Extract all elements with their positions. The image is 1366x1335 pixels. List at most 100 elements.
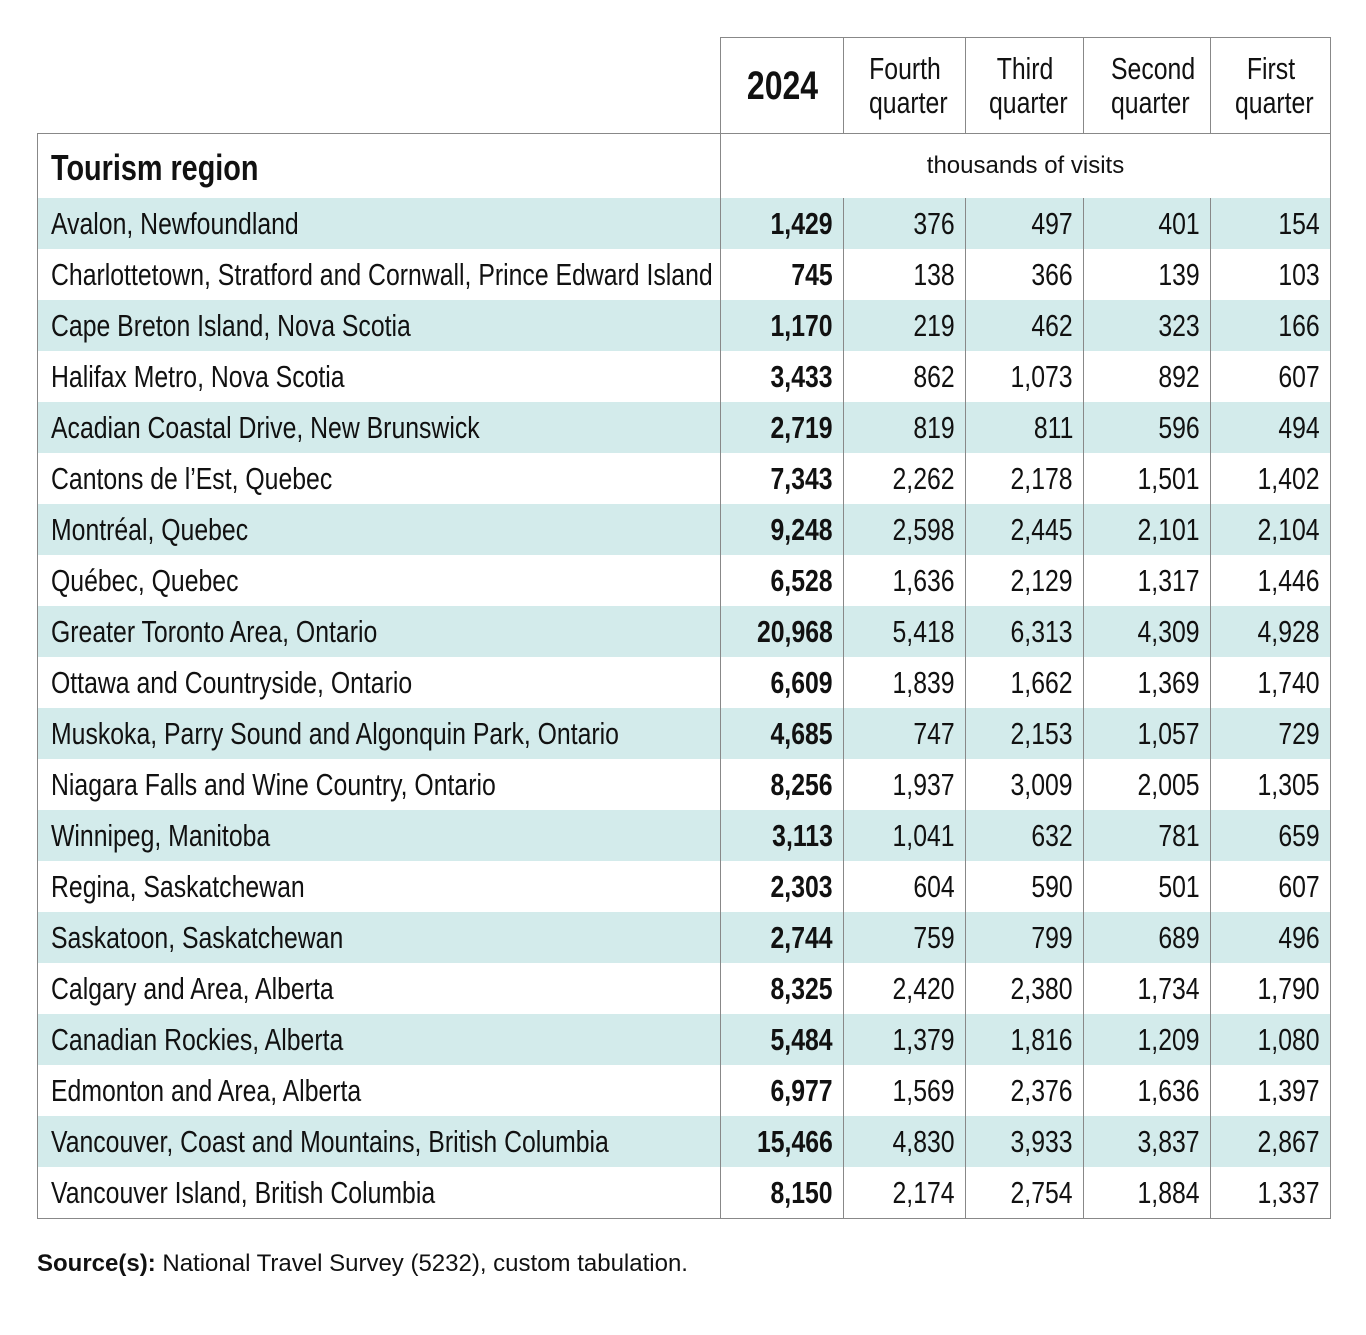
annual-total: 6,977: [720, 1065, 844, 1116]
quarter-value: 4,309: [1083, 606, 1211, 657]
quarter-value: 1,446: [1210, 555, 1331, 606]
quarter-value: 607: [1210, 351, 1331, 402]
region-name: Calgary and Area, Alberta: [37, 963, 721, 1014]
annual-total: 6,609: [720, 657, 844, 708]
region-name: Niagara Falls and Wine Country, Ontario: [37, 759, 721, 810]
region-name: Muskoka, Parry Sound and Algonquin Park,…: [37, 708, 721, 759]
quarter-value: 1,839: [843, 657, 966, 708]
quarter-value: 497: [965, 198, 1084, 249]
quarter-value: 2,129: [965, 555, 1084, 606]
quarter-value: 659: [1210, 810, 1331, 861]
quarter-value: 1,636: [1083, 1065, 1211, 1116]
source-note: Source(s): National Travel Survey (5232)…: [37, 1250, 688, 1278]
quarter-value: 103: [1210, 249, 1331, 300]
quarter-value: 1,501: [1083, 453, 1211, 504]
annual-total: 20,968: [720, 606, 844, 657]
quarter-value: 323: [1083, 300, 1211, 351]
region-name: Montréal, Quebec: [37, 504, 721, 555]
quarter-value: 604: [843, 861, 966, 912]
quarter-value: 2,101: [1083, 504, 1211, 555]
annual-total: 1,170: [720, 300, 844, 351]
column-header-row: 2024 Fourth quarter Third quarter Second…: [37, 37, 1331, 134]
annual-total: 3,433: [720, 351, 844, 402]
region-name: Edmonton and Area, Alberta: [37, 1065, 721, 1116]
region-name: Vancouver Island, British Columbia: [37, 1167, 721, 1219]
quarter-value: 1,305: [1210, 759, 1331, 810]
table-row: Vancouver Island, British Columbia 8,150 2…: [37, 1167, 1331, 1219]
quarter-value: 1,884: [1083, 1167, 1211, 1219]
region-name: Winnipeg, Manitoba: [37, 810, 721, 861]
table-row: Avalon, Newfoundland 1,429 376 497 401 154: [37, 198, 1331, 249]
tourism-visits-table: 2024 Fourth quarter Third quarter Second…: [37, 37, 1331, 1219]
annual-total: 1,429: [720, 198, 844, 249]
quarter-value: 1,740: [1210, 657, 1331, 708]
quarter-value: 2,445: [965, 504, 1084, 555]
quarter-value: 2,420: [843, 963, 966, 1014]
table-row: Acadian Coastal Drive, New Brunswick 2,71…: [37, 402, 1331, 453]
quarter-value: 496: [1210, 912, 1331, 963]
quarter-value: 759: [843, 912, 966, 963]
table-row: Edmonton and Area, Alberta 6,977 1,569 2,37…: [37, 1065, 1331, 1116]
quarter-value: 1,073: [965, 351, 1084, 402]
table-row: Calgary and Area, Alberta 8,325 2,420 2,380…: [37, 963, 1331, 1014]
table-row: Montréal, Quebec 9,248 2,598 2,445 2,101 2,10…: [37, 504, 1331, 555]
quarter-value: 632: [965, 810, 1084, 861]
quarter-value: 1,636: [843, 555, 966, 606]
region-name: Avalon, Newfoundland: [37, 198, 721, 249]
table-row: Ottawa and Countryside, Ontario 6,609 1,83…: [37, 657, 1331, 708]
quarter-value: 1,790: [1210, 963, 1331, 1014]
column-header-q2: Second quarter: [1083, 37, 1211, 134]
quarter-value: 747: [843, 708, 966, 759]
quarter-value: 3,837: [1083, 1116, 1211, 1167]
annual-total: 8,150: [720, 1167, 844, 1219]
table-row: Regina, Saskatchewan 2,303 604 590 501 607: [37, 861, 1331, 912]
quarter-value: 1,317: [1083, 555, 1211, 606]
table-row: Vancouver, Coast and Mountains, British …: [37, 1116, 1331, 1167]
quarter-value: 799: [965, 912, 1084, 963]
quarter-value: 501: [1083, 861, 1211, 912]
quarter-value: 4,928: [1210, 606, 1331, 657]
quarter-value: 596: [1083, 402, 1211, 453]
source-label: Source(s):: [37, 1250, 156, 1277]
region-name: Vancouver, Coast and Mountains, British …: [37, 1116, 721, 1167]
quarter-value: 462: [965, 300, 1084, 351]
column-header-q3: Third quarter: [965, 37, 1084, 134]
annual-total: 9,248: [720, 504, 844, 555]
annual-total: 6,528: [720, 555, 844, 606]
quarter-value: 811: [965, 402, 1084, 453]
table-row: Halifax Metro, Nova Scotia 3,433 862 1,073 8…: [37, 351, 1331, 402]
table-row: Greater Toronto Area, Ontario 20,968 5,418…: [37, 606, 1331, 657]
region-name: Ottawa and Countryside, Ontario: [37, 657, 721, 708]
quarter-value: 2,867: [1210, 1116, 1331, 1167]
table-row: Charlottetown, Stratford and Cornwall, P…: [37, 249, 1331, 300]
region-column-header: Tourism region: [37, 133, 721, 198]
quarter-value: 2,178: [965, 453, 1084, 504]
quarter-value: 1,369: [1083, 657, 1211, 708]
quarter-value: 1,379: [843, 1014, 966, 1065]
table-row: Saskatoon, Saskatchewan 2,744 759 799 689 496: [37, 912, 1331, 963]
annual-total: 2,719: [720, 402, 844, 453]
annual-total: 2,303: [720, 861, 844, 912]
quarter-value: 1,569: [843, 1065, 966, 1116]
quarter-value: 689: [1083, 912, 1211, 963]
region-name: Cantons de l’Est, Quebec: [37, 453, 721, 504]
quarter-value: 1,937: [843, 759, 966, 810]
quarter-value: 1,080: [1210, 1014, 1331, 1065]
quarter-value: 1,734: [1083, 963, 1211, 1014]
annual-total: 8,256: [720, 759, 844, 810]
quarter-value: 166: [1210, 300, 1331, 351]
quarter-value: 3,933: [965, 1116, 1084, 1167]
quarter-value: 862: [843, 351, 966, 402]
annual-total: 7,343: [720, 453, 844, 504]
quarter-value: 1,337: [1210, 1167, 1331, 1219]
quarter-value: 401: [1083, 198, 1211, 249]
source-text: National Travel Survey (5232), custom ta…: [155, 1250, 688, 1277]
table-row: Niagara Falls and Wine Country, Ontario 8…: [37, 759, 1331, 810]
annual-total: 5,484: [720, 1014, 844, 1065]
quarter-value: 139: [1083, 249, 1211, 300]
quarter-value: 781: [1083, 810, 1211, 861]
quarter-value: 366: [965, 249, 1084, 300]
column-header-2024: 2024: [720, 37, 844, 134]
quarter-value: 138: [843, 249, 966, 300]
annual-total: 2,744: [720, 912, 844, 963]
